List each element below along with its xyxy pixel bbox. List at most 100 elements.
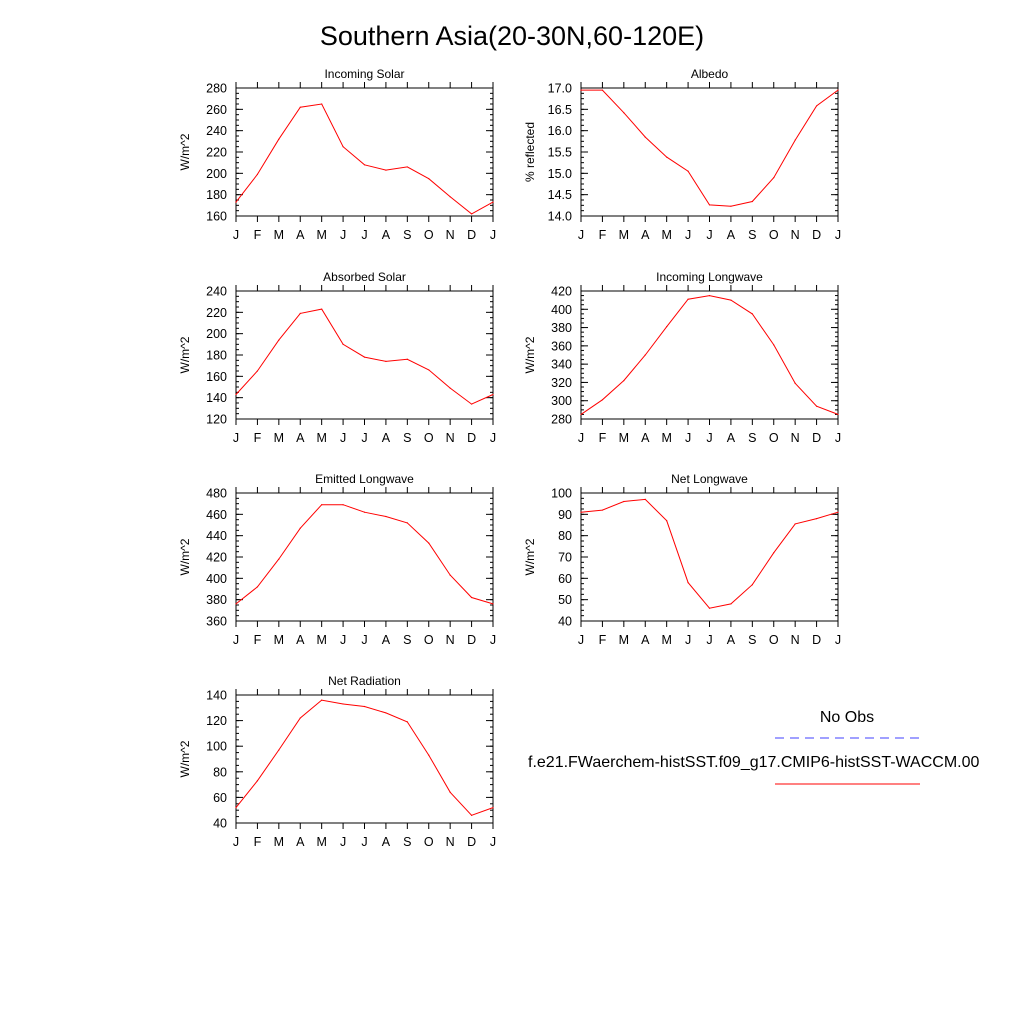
x-tick-label: S [403, 835, 411, 849]
series-line [235, 504, 494, 605]
data-point [492, 603, 494, 605]
y-tick-label: 140 [206, 689, 227, 703]
x-tick-label: A [727, 431, 736, 445]
data-point [623, 112, 625, 114]
x-tick-label: D [467, 835, 476, 849]
y-tick-label: 40 [213, 817, 227, 831]
data-point [406, 358, 408, 360]
y-tick-label: 400 [551, 303, 572, 317]
panel-title: Incoming Solar [324, 67, 404, 81]
x-tick-label: J [233, 633, 239, 647]
panel-title: Albedo [691, 67, 729, 81]
figure-title: Southern Asia(20-30N,60-120E) [319, 21, 705, 51]
data-point [321, 103, 323, 105]
y-tick-label: 200 [206, 327, 227, 341]
data-point [687, 582, 689, 584]
x-tick-label: A [296, 633, 305, 647]
x-tick-label: D [812, 431, 821, 445]
data-point [773, 344, 775, 346]
data-point [644, 498, 646, 500]
data-point [730, 299, 732, 301]
x-tick-label: M [274, 835, 284, 849]
data-point [773, 177, 775, 179]
data-point [278, 138, 280, 140]
data-point [256, 370, 259, 372]
data-point [342, 343, 344, 345]
data-point [428, 754, 430, 756]
data-point [363, 164, 366, 166]
plot-frame [580, 290, 839, 420]
legend-model-label: f.e21.FWaerchem-histSST.f09_g17.CMIP6-hi… [528, 754, 980, 771]
data-point [385, 360, 387, 362]
x-tick-label: M [274, 633, 284, 647]
x-tick-label: S [403, 431, 411, 445]
x-tick-label: J [340, 633, 346, 647]
data-point [428, 178, 430, 180]
data-point [580, 413, 582, 416]
plot-frame [235, 87, 494, 217]
x-tick-label: J [706, 228, 712, 242]
data-point [278, 558, 280, 560]
x-tick-label: O [424, 633, 434, 647]
x-tick-label: A [382, 228, 391, 242]
y-tick-label: 14.5 [548, 188, 572, 202]
series-line [235, 699, 494, 816]
x-tick-label: J [340, 835, 346, 849]
series-line [580, 295, 839, 415]
x-tick-label: M [661, 431, 671, 445]
data-point [278, 339, 280, 341]
x-tick-label: J [361, 431, 367, 445]
data-point [580, 511, 582, 513]
y-tick-label: 70 [558, 551, 572, 565]
x-tick-label: F [254, 633, 262, 647]
y-tick-label: 220 [206, 306, 227, 320]
data-point [256, 173, 259, 175]
x-tick-label: J [490, 431, 496, 445]
y-axis-label: W/m^2 [523, 538, 537, 575]
data-point [299, 527, 301, 529]
y-axis-label: W/m^2 [523, 336, 537, 373]
x-tick-label: A [727, 228, 736, 242]
data-point [687, 170, 689, 172]
x-tick-label: F [254, 431, 262, 445]
data-point [363, 356, 366, 358]
chart-panels: Incoming Solar W/m^2 160 180 200 220 240 260 280… [178, 67, 841, 849]
x-tick-label: J [706, 633, 712, 647]
x-tick-label: M [274, 431, 284, 445]
y-tick-label: 160 [206, 370, 227, 384]
data-point [449, 791, 451, 793]
x-tick-label: F [599, 431, 607, 445]
data-point [299, 312, 301, 314]
y-tick-label: 360 [551, 339, 572, 353]
x-tick-label: M [661, 228, 671, 242]
data-point [751, 313, 753, 315]
data-point [406, 166, 408, 168]
data-point [406, 721, 408, 723]
series-line [580, 498, 839, 609]
panel-3: Incoming Longwave W/m^2 280 300 320 340 360 380… [523, 270, 841, 445]
x-tick-label: D [467, 431, 476, 445]
y-tick-label: 400 [206, 572, 227, 586]
y-tick-label: 440 [206, 529, 227, 543]
data-point [278, 749, 280, 751]
panel-title: Net Radiation [328, 674, 401, 688]
data-point [470, 814, 473, 816]
x-tick-label: S [748, 431, 756, 445]
data-point [623, 500, 625, 503]
y-tick-label: 480 [206, 487, 227, 501]
panel-title: Emitted Longwave [315, 472, 414, 486]
data-point [428, 542, 430, 544]
x-tick-label: N [446, 835, 455, 849]
x-tick-label: J [233, 431, 239, 445]
data-point [730, 603, 732, 605]
x-tick-label: O [424, 431, 434, 445]
y-tick-label: 200 [206, 167, 227, 181]
x-tick-label: S [403, 633, 411, 647]
data-point [321, 308, 323, 310]
x-tick-label: N [446, 228, 455, 242]
data-point [644, 136, 646, 138]
data-point [235, 393, 237, 396]
y-tick-label: 120 [206, 413, 227, 427]
x-tick-label: N [446, 431, 455, 445]
